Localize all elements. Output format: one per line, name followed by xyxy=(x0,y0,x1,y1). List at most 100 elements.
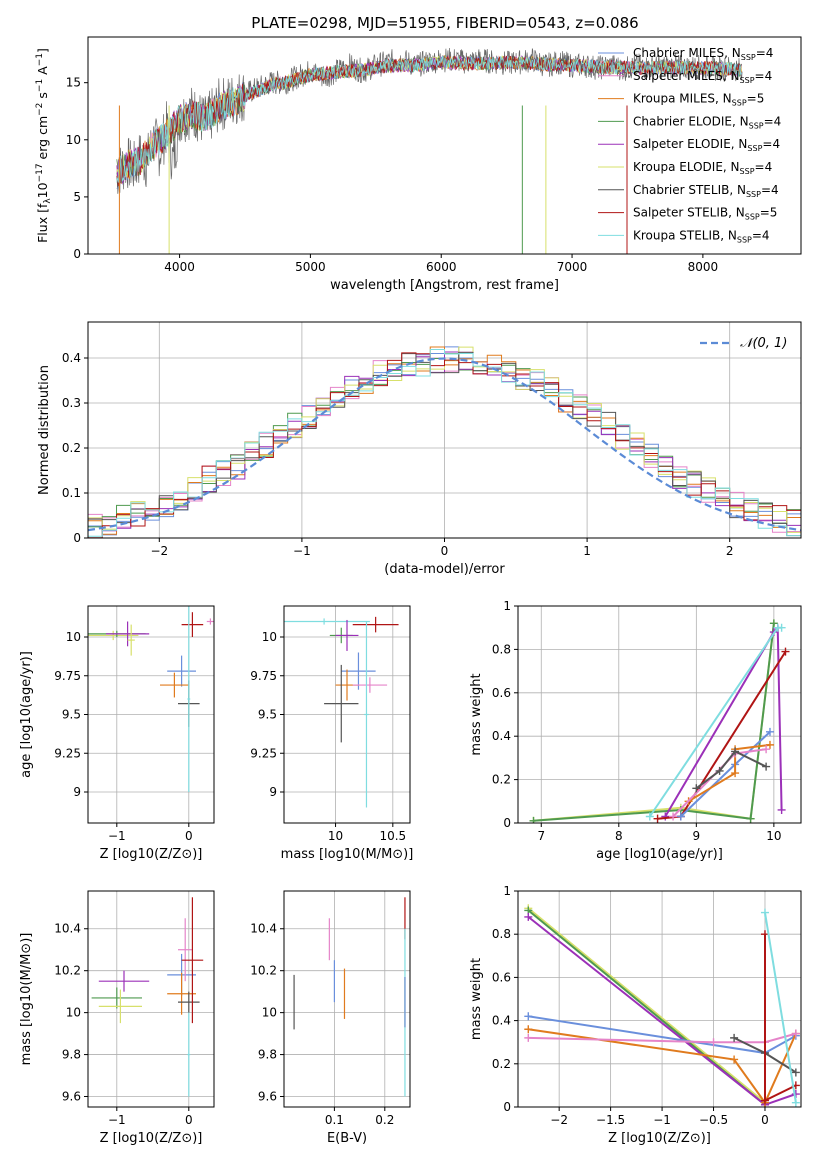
plot-area xyxy=(88,891,214,1107)
y-tick-label: 10 xyxy=(262,1006,277,1020)
x-tick-label: −1 xyxy=(108,829,126,843)
weight-line xyxy=(695,750,767,790)
weight-marker xyxy=(524,1025,533,1034)
y-tick-label: 10.2 xyxy=(54,964,81,978)
weight-marker xyxy=(769,619,778,628)
y-tick-label: 0.8 xyxy=(492,642,511,656)
weight-marker xyxy=(762,762,771,771)
legend-entry: Kroupa MILES, NSSP=5 xyxy=(633,92,764,108)
x-tick-label: 1 xyxy=(583,544,591,558)
weight-marker xyxy=(760,908,769,917)
x-tick-label: 4000 xyxy=(164,260,195,274)
weight-marker xyxy=(746,814,755,823)
x-tick-label: −1 xyxy=(653,1113,671,1127)
weight-marker xyxy=(730,1055,739,1064)
weight-marker xyxy=(765,740,774,749)
x-axis-label: wavelength [Angstrom, rest frame] xyxy=(330,278,559,293)
weight-line xyxy=(528,1032,797,1044)
y-tick-label: 0.1 xyxy=(62,486,81,500)
legend-entry: Chabrier MILES, NSSP=4 xyxy=(633,46,773,62)
x-tick-label: 0 xyxy=(441,544,449,558)
weight-marker xyxy=(760,1096,769,1105)
x-tick-label: 8 xyxy=(615,829,623,843)
y-tick-label: 10.4 xyxy=(54,922,81,936)
plot-area xyxy=(88,322,801,538)
y-tick-label: 9.8 xyxy=(62,1048,81,1062)
weight-marker xyxy=(524,912,533,921)
y-tick-label: 9.25 xyxy=(54,746,81,760)
legend-entry: Chabrier ELODIE, NSSP=4 xyxy=(633,114,781,130)
x-tick-label: 0 xyxy=(185,829,193,843)
panel-age_vs_mass: 10 10.5 9 9.25 9.5 9.75 10 mass [log10(M/M⊙)] xyxy=(250,605,414,862)
legend-entry: Salpeter ELODIE, NSSP=4 xyxy=(633,137,780,153)
plot-area xyxy=(284,891,410,1107)
weight-marker xyxy=(777,623,786,632)
y-tick-label: 1 xyxy=(503,599,511,613)
model-spectrum-line xyxy=(116,55,742,183)
weight-marker xyxy=(676,812,685,821)
x-tick-label: 0 xyxy=(185,1113,193,1127)
x-tick-label: −2 xyxy=(550,1113,568,1127)
gaussian-curve xyxy=(88,357,801,532)
axes-frame xyxy=(87,36,802,255)
legend-entry: Kroupa ELODIE, NSSP=4 xyxy=(633,160,772,176)
x-tick-label: 6000 xyxy=(426,260,457,274)
y-tick-label: 10.2 xyxy=(250,964,277,978)
y-axis-label: mass weight xyxy=(469,958,484,1040)
y-tick-label: 10 xyxy=(262,630,277,644)
x-tick-label: −1 xyxy=(293,544,311,558)
plot-area xyxy=(518,891,801,1107)
x-tick-label: −2 xyxy=(150,544,168,558)
y-tick-label: 0.4 xyxy=(62,351,81,365)
axes-frame xyxy=(283,890,411,1108)
y-axis-label: mass [log10(M/M⊙)] xyxy=(19,933,34,1066)
y-axis-label: Flux [fλ10−17 erg cm−2 s−1 A−1] xyxy=(35,48,53,243)
histogram-step xyxy=(88,349,801,537)
histogram-step xyxy=(88,352,801,538)
x-axis-label: mass [log10(M/M⊙)] xyxy=(281,847,414,862)
weight-marker xyxy=(791,1098,800,1107)
x-axis-label: Z [log10(Z/Z⊙)] xyxy=(100,847,203,862)
weight-line xyxy=(533,623,775,822)
figure-title: PLATE=0298, MJD=51955, FIBERID=0543, z=0… xyxy=(251,14,638,32)
y-tick-label: 10 xyxy=(66,133,81,147)
y-axis-label: Normed distribution xyxy=(37,365,52,495)
weight-marker xyxy=(791,1029,800,1038)
panel-weight_vs_age: 7 8 9 10 0 0.2 0.4 0.6 0.8 1 age [log10(age/yr)] ma… xyxy=(469,599,802,862)
weight-marker xyxy=(524,1012,533,1021)
weight-line xyxy=(527,907,766,1104)
y-tick-label: 10.4 xyxy=(250,922,277,936)
y-axis-label: mass weight xyxy=(469,673,484,755)
weight-marker xyxy=(529,816,538,823)
x-tick-label: 8000 xyxy=(688,260,719,274)
weight-marker xyxy=(661,812,670,821)
weight-marker xyxy=(762,745,771,754)
panel-age_vs_Z: −1 0 9 9.25 9.5 9.75 10 Z [log10(Z/Z⊙)] age [log… xyxy=(19,605,215,862)
y-tick-label: 9.6 xyxy=(258,1090,277,1104)
legend-entry: Kroupa STELIB, NSSP=4 xyxy=(633,228,770,244)
weight-marker xyxy=(765,727,774,736)
y-tick-label: 0 xyxy=(503,816,511,830)
x-tick-label: 10.5 xyxy=(379,829,406,843)
weight-marker xyxy=(645,812,654,821)
weight-marker xyxy=(524,1033,533,1042)
x-tick-label: 10 xyxy=(766,829,781,843)
x-tick-label: 0.1 xyxy=(325,1113,344,1127)
x-tick-label: 2 xyxy=(726,544,734,558)
y-tick-label: 9.75 xyxy=(54,669,81,683)
weight-marker xyxy=(709,1038,718,1047)
weight-marker xyxy=(692,784,701,793)
panel-residuals: −2 −1 0 1 2 0 0.1 0.2 0.3 0.4 𝒩(0, 1) (data-model)/… xyxy=(37,321,802,577)
y-tick-label: 9 xyxy=(269,785,277,799)
y-tick-label: 9.8 xyxy=(258,1048,277,1062)
x-axis-label: Z [log10(Z/Z⊙)] xyxy=(100,1131,203,1146)
x-tick-label: 0 xyxy=(761,1113,769,1127)
x-tick-label: 5000 xyxy=(295,260,326,274)
y-tick-label: 9.5 xyxy=(258,708,277,722)
y-tick-label: 9.5 xyxy=(62,708,81,722)
legend-entry: 𝒩(0, 1) xyxy=(740,336,787,351)
x-tick-label: 0.2 xyxy=(375,1113,394,1127)
y-tick-label: 9.6 xyxy=(62,1090,81,1104)
